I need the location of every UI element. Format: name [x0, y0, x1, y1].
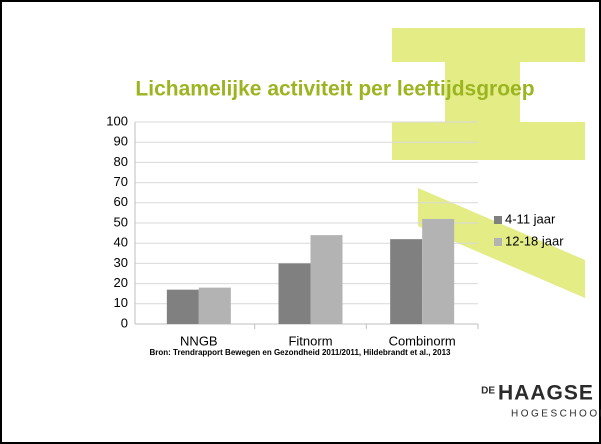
legend-swatch — [494, 238, 502, 246]
bar — [310, 235, 343, 324]
y-tick-label: 60 — [114, 194, 128, 209]
x-tick-label: Combinorm — [389, 333, 456, 348]
bar — [390, 239, 423, 324]
legend-label: 12-18 jaar — [505, 233, 564, 248]
x-tick-label: Fitnorm — [288, 333, 332, 348]
logo-name: HAAGSE — [498, 382, 594, 405]
decor-shape — [392, 28, 585, 160]
y-tick-label: 70 — [114, 174, 128, 189]
y-tick-label: 20 — [114, 275, 128, 290]
plot: 0 10 20 30 40 50 60 70 80 90 100 NNGB Fitnorm Combino… — [106, 113, 564, 348]
y-tick-label: 30 — [114, 255, 128, 270]
bar — [166, 289, 199, 324]
bar — [198, 287, 231, 324]
logo-subtitle: HOGESCHOOL — [511, 409, 601, 420]
y-tick-label: 100 — [106, 113, 128, 128]
x-tick-label: NNGB — [180, 333, 218, 348]
y-tick-label: 80 — [114, 154, 128, 169]
legend-label: 4-11 jaar — [505, 211, 556, 226]
y-tick-label: 50 — [114, 214, 128, 229]
chart-title: Lichamelijke activiteit per leeftijdsgro… — [135, 78, 534, 101]
y-tick-label: 10 — [114, 295, 128, 310]
logo-prefix: DE — [481, 386, 495, 397]
y-tick-label: 0 — [121, 315, 128, 330]
legend-swatch — [494, 216, 502, 224]
bar — [422, 218, 455, 324]
y-tick-label: 40 — [114, 235, 128, 250]
y-tick-label: 90 — [114, 134, 128, 149]
bar — [278, 263, 311, 324]
source: Bron: Trendrapport Bewegen en Gezondheid… — [150, 348, 452, 357]
